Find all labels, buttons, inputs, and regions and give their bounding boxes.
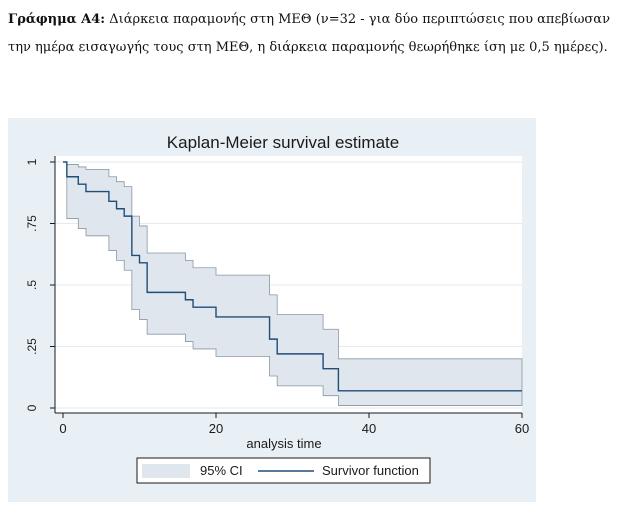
caption-label: Γράφημα Α4: xyxy=(8,12,106,27)
y-tick-label: .5 xyxy=(25,280,39,290)
caption-text: Διάρκεια παραμονής στη ΜΕΘ (ν=32 - για δ… xyxy=(8,12,610,55)
x-tick-label: 20 xyxy=(209,421,223,436)
legend: 95% CI Survivor function xyxy=(136,457,431,484)
x-tick-label: 60 xyxy=(515,421,529,436)
chart-title: Kaplan-Meier survival estimate xyxy=(167,133,399,152)
x-axis-label: analysis time xyxy=(246,436,321,451)
y-tick-label: .75 xyxy=(25,215,39,232)
legend-ci-swatch xyxy=(142,464,190,478)
km-chart: 0 20 40 60 0 .25 .5 .75 1 Kaplan-Meier survival … xyxy=(25,133,529,484)
legend-survivor-label: Survivor function xyxy=(322,463,419,478)
x-tick-label: 0 xyxy=(59,421,66,436)
legend-ci-label: 95% CI xyxy=(200,463,243,478)
axis-ticks: 0 20 40 60 0 .25 .5 .75 1 xyxy=(25,158,529,436)
figure-caption: Γράφημα Α4: Διάρκεια παραμονής στη ΜΕΘ (… xyxy=(8,6,610,62)
y-tick-label: .25 xyxy=(25,338,39,355)
y-tick-label: 0 xyxy=(25,404,39,411)
y-tick-label: 1 xyxy=(25,158,39,165)
chart-figure: 0 20 40 60 0 .25 .5 .75 1 Kaplan-Meier survival … xyxy=(8,118,536,502)
ci-band xyxy=(63,161,523,406)
survivor-line xyxy=(63,161,522,392)
x-tick-label: 40 xyxy=(362,421,376,436)
